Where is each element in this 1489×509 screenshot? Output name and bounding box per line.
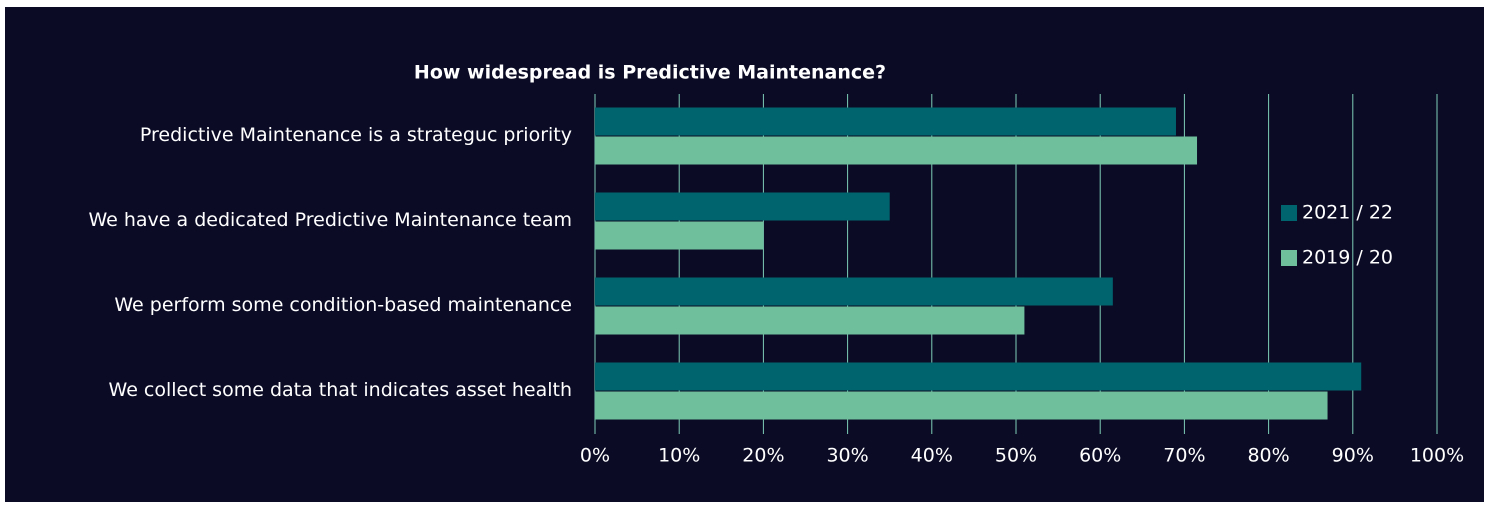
x-tick-label: 50% bbox=[995, 445, 1037, 467]
legend-swatch bbox=[1281, 205, 1297, 221]
legend-label: 2019 / 20 bbox=[1302, 247, 1393, 269]
legend-swatch bbox=[1281, 250, 1297, 266]
y-tick-label: We have a dedicated Predictive Maintenan… bbox=[88, 209, 572, 231]
y-tick-label: Predictive Maintenance is a strateguc pr… bbox=[140, 124, 572, 146]
x-tick-label: 70% bbox=[1163, 445, 1205, 467]
chart-title: How widespread is Predictive Maintenance… bbox=[414, 62, 886, 84]
x-tick-label: 10% bbox=[658, 445, 700, 467]
x-tick-label: 40% bbox=[911, 445, 953, 467]
bar bbox=[595, 306, 1025, 335]
y-tick-label: We collect some data that indicates asse… bbox=[109, 379, 572, 401]
x-tick-label: 20% bbox=[742, 445, 784, 467]
bar bbox=[595, 391, 1328, 420]
bar bbox=[595, 362, 1362, 391]
x-tick-label: 0% bbox=[580, 445, 610, 467]
x-tick-label: 100% bbox=[1410, 445, 1464, 467]
x-tick-label: 80% bbox=[1247, 445, 1289, 467]
x-tick-label: 90% bbox=[1332, 445, 1374, 467]
bar bbox=[595, 136, 1198, 165]
y-tick-label: We perform some condition-based maintena… bbox=[114, 294, 572, 316]
legend-label: 2021 / 22 bbox=[1302, 202, 1393, 224]
bar bbox=[595, 192, 890, 221]
x-tick-label: 30% bbox=[826, 445, 868, 467]
bar bbox=[595, 221, 764, 250]
bar bbox=[595, 107, 1176, 136]
bar bbox=[595, 277, 1113, 306]
x-tick-label: 60% bbox=[1079, 445, 1121, 467]
